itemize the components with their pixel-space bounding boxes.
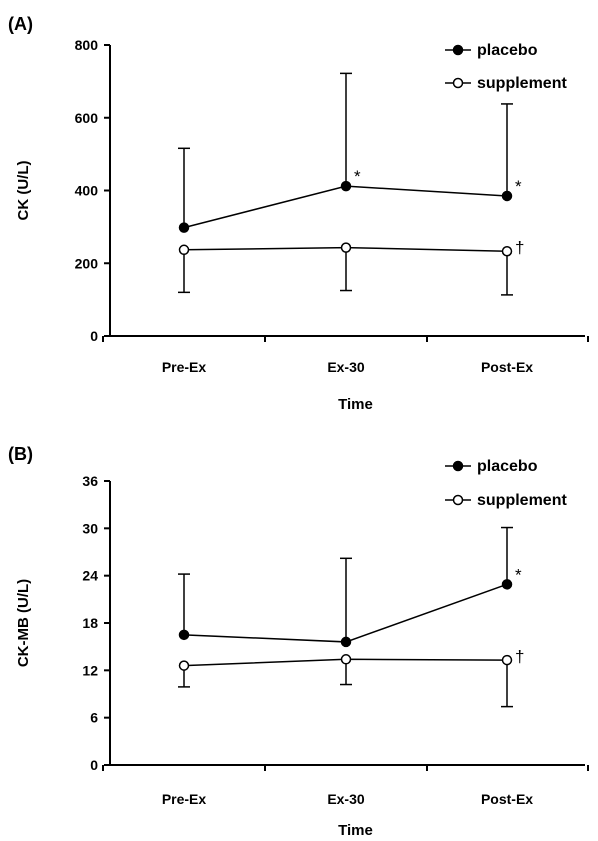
data-point	[340, 242, 352, 253]
y-tick-label: 0	[90, 328, 98, 344]
legend-label: supplement	[477, 75, 567, 92]
legend-item-placebo: placebo	[445, 42, 538, 59]
series-placebo: *	[178, 526, 522, 648]
data-point	[178, 222, 190, 233]
x-axis-title: Time	[338, 822, 373, 839]
y-tick-label: 24	[82, 568, 98, 584]
series-supplement: †	[178, 647, 524, 708]
chart-panel-b: (B) 0 6 12 18 24 30 36 Pre-Ex Ex-30 Post-Ex Time CK-…	[8, 444, 589, 839]
legend-label: supplement	[477, 492, 567, 509]
legend-item-supplement: supplement	[445, 492, 567, 509]
y-tick-label: 6	[90, 710, 98, 726]
y-tick-label: 800	[75, 37, 99, 53]
y-tick-label: 0	[90, 757, 98, 773]
x-tick-label: Pre-Ex	[162, 791, 207, 807]
data-point	[501, 654, 513, 666]
legend-label: placebo	[477, 42, 538, 59]
significance-mark: *	[354, 167, 361, 186]
x-tick-label: Post-Ex	[481, 791, 533, 807]
chart-panel-a: (A) 0 200 400 600 800 Pre-Ex Ex-30 Post-Ex Time CK…	[8, 14, 589, 413]
x-tick-label: Post-Ex	[481, 359, 533, 375]
series-placebo: **	[178, 72, 522, 233]
x-tick-label: Ex-30	[327, 791, 365, 807]
legend-marker	[452, 77, 464, 89]
legend-marker	[452, 44, 464, 56]
significance-mark: *	[515, 177, 522, 196]
y-axis-title: CK (U/L)	[15, 161, 32, 221]
y-tick-label: 200	[75, 255, 99, 271]
data-point	[178, 629, 190, 641]
data-point	[501, 245, 513, 257]
data-point	[501, 190, 513, 202]
y-tick-label: 12	[82, 662, 98, 678]
y-tick-label: 18	[82, 615, 98, 631]
data-point	[178, 660, 190, 671]
y-tick-label: 600	[75, 110, 99, 126]
legend-item-supplement: supplement	[445, 75, 567, 92]
panel-label: (A)	[8, 14, 33, 34]
x-axis-title: Time	[338, 396, 373, 413]
significance-mark: †	[515, 647, 524, 666]
data-point	[340, 180, 352, 192]
y-tick-label: 400	[75, 183, 99, 199]
x-tick-label: Ex-30	[327, 359, 365, 375]
data-point	[178, 244, 190, 256]
legend-item-placebo: placebo	[445, 458, 538, 475]
legend-label: placebo	[477, 458, 538, 475]
series-line	[183, 185, 508, 229]
legend-marker	[452, 460, 464, 472]
y-tick-label: 36	[82, 473, 98, 489]
significance-mark: †	[515, 238, 524, 257]
legend-marker	[452, 494, 464, 506]
y-tick-label: 30	[82, 520, 98, 536]
data-point	[340, 636, 352, 648]
data-point	[340, 654, 352, 665]
panel-label: (B)	[8, 444, 33, 464]
data-point	[501, 579, 513, 590]
significance-mark: *	[515, 565, 522, 584]
series-supplement: †	[178, 238, 524, 296]
x-tick-label: Pre-Ex	[162, 359, 207, 375]
y-axis-title: CK-MB (U/L)	[15, 579, 32, 667]
